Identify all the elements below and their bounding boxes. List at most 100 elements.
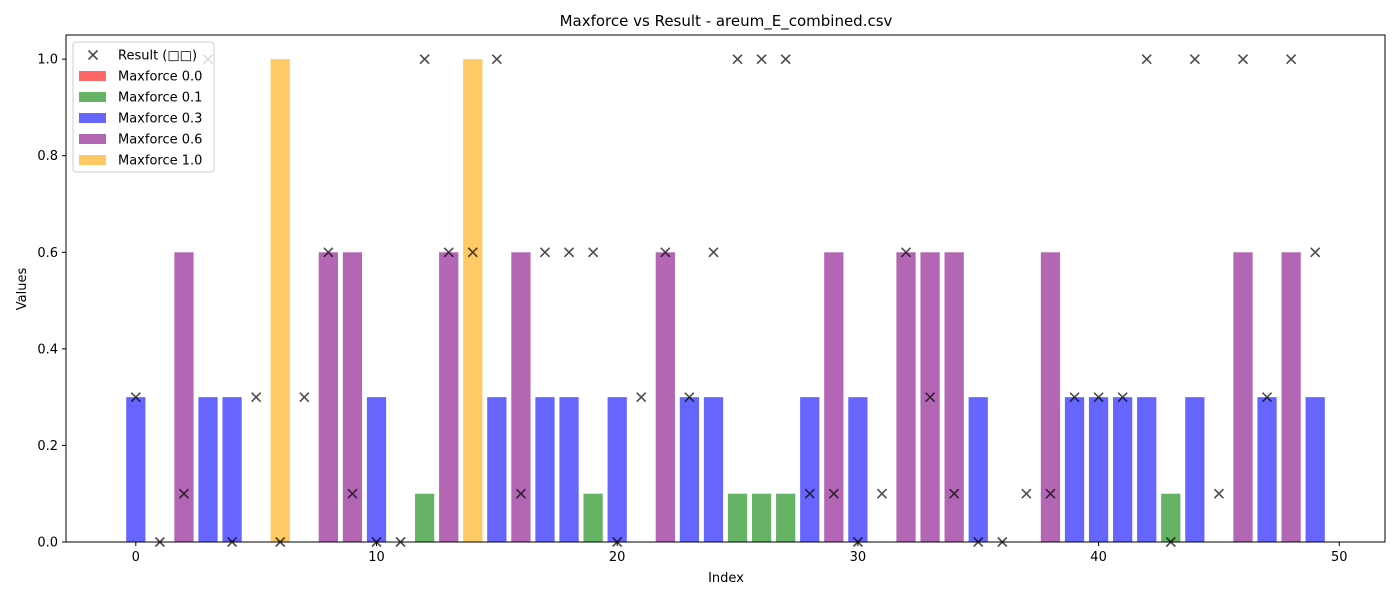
- result-marker-40: [1093, 392, 1104, 403]
- result-marker-27: [780, 54, 791, 65]
- result-marker-34: [949, 488, 960, 499]
- result-marker-22: [660, 247, 671, 258]
- result-marker-25: [732, 54, 743, 65]
- x-tick-label: 40: [1090, 550, 1107, 565]
- result-marker-8: [323, 247, 334, 258]
- bar-index-29: [824, 252, 844, 543]
- result-marker-0: [130, 392, 141, 403]
- bar-index-25: [727, 493, 748, 542]
- bar-index-17: [535, 397, 555, 542]
- bar-index-9: [342, 252, 363, 543]
- result-marker-18: [563, 247, 575, 258]
- result-marker-31: [876, 488, 888, 499]
- bar-index-6: [270, 59, 290, 543]
- bar-index-43: [1161, 493, 1181, 542]
- bar-index-48: [1281, 252, 1301, 543]
- result-marker-37: [1021, 488, 1032, 499]
- legend: Result (□□) Maxforce 0.0 Maxforce 0.1 Maxfo…: [72, 41, 215, 173]
- legend-box: [72, 41, 215, 173]
- bar-index-4: [222, 397, 242, 542]
- result-marker-21: [636, 392, 647, 403]
- result-marker-28: [804, 488, 815, 499]
- result-marker-9: [347, 488, 358, 499]
- bar-index-34: [944, 252, 964, 543]
- bar-index-42: [1137, 397, 1157, 542]
- result-marker-16: [515, 488, 526, 499]
- legend-label: Maxforce 0.0: [118, 70, 202, 85]
- result-marker-19: [588, 247, 599, 258]
- bar-index-26: [751, 493, 772, 542]
- result-marker-39: [1069, 392, 1080, 403]
- x-axis-label: Index: [708, 571, 744, 586]
- plot-frame: [65, 34, 1386, 543]
- bar-index-2: [174, 252, 194, 543]
- result-marker-47: [1261, 392, 1273, 403]
- bars-layer: [126, 59, 1325, 543]
- bar-index-22: [655, 252, 675, 543]
- result-marker-49: [1310, 247, 1321, 258]
- result-marker-46: [1237, 54, 1249, 65]
- result-marker-13: [443, 247, 454, 258]
- legend-label: Maxforce 0.1: [118, 91, 202, 106]
- result-marker-24: [708, 247, 719, 258]
- bar-index-8: [318, 252, 338, 543]
- y-tick-label: 0.8: [37, 149, 58, 164]
- result-marker-38: [1045, 488, 1056, 499]
- legend-label: Maxforce 0.6: [118, 133, 202, 148]
- bar-index-38: [1040, 252, 1061, 543]
- x-tick-label: 30: [850, 550, 867, 565]
- bar-index-12: [415, 493, 435, 542]
- bar-index-13: [439, 252, 459, 543]
- legend-label: Maxforce 1.0: [118, 154, 202, 169]
- result-marker-41: [1117, 392, 1128, 403]
- legend-swatch: [79, 155, 106, 165]
- bar-index-27: [776, 493, 796, 542]
- bar-index-24: [703, 397, 724, 542]
- y-axis-label: Values: [15, 268, 30, 311]
- result-marker-23: [684, 392, 695, 403]
- y-tick-label: 1.0: [37, 53, 58, 68]
- bar-index-44: [1185, 397, 1205, 542]
- bar-index-14: [463, 59, 483, 543]
- bar-index-46: [1233, 252, 1253, 543]
- legend-swatch: [79, 92, 106, 102]
- result-marker-7: [299, 392, 310, 403]
- result-marker-33: [925, 392, 936, 403]
- bar-index-20: [607, 397, 627, 542]
- result-marker-2: [178, 488, 190, 499]
- x-tick-label: 10: [368, 550, 385, 565]
- legend-result-marker: [87, 49, 99, 61]
- result-marker-45: [1213, 488, 1224, 499]
- x-tick-label: 20: [609, 550, 626, 565]
- bar-index-19: [583, 493, 603, 542]
- chart-title: Maxforce vs Result - areum_E_combined.cs…: [560, 12, 893, 31]
- result-marker-42: [1141, 54, 1152, 65]
- bar-index-30: [848, 397, 868, 542]
- result-marker-26: [756, 54, 767, 65]
- result-marker-12: [419, 54, 430, 65]
- x-tick-label: 50: [1331, 550, 1348, 565]
- bar-index-39: [1064, 397, 1085, 542]
- bar-index-15: [487, 397, 507, 542]
- bar-index-0: [126, 397, 146, 542]
- y-axis: 0.0 0.2 0.4 0.6 0.8 1.0: [37, 53, 66, 551]
- bar-index-40: [1088, 397, 1109, 542]
- bar-index-47: [1257, 397, 1277, 542]
- bar-index-18: [559, 397, 579, 542]
- bar-index-41: [1113, 397, 1133, 542]
- result-marker-48: [1286, 54, 1297, 65]
- legend-swatch: [79, 71, 106, 81]
- legend-swatch: [79, 134, 106, 144]
- legend-label: Maxforce 0.3: [118, 112, 202, 127]
- legend-swatch: [79, 113, 106, 123]
- y-tick-label: 0.0: [37, 536, 58, 551]
- bar-index-23: [679, 397, 700, 542]
- result-marker-17: [539, 247, 551, 258]
- bar-index-32: [896, 252, 916, 543]
- result-marker-32: [900, 247, 912, 258]
- result-marker-5: [251, 392, 262, 403]
- legend-label: Result (□□): [118, 49, 197, 64]
- result-marker-44: [1189, 54, 1200, 65]
- bar-index-49: [1305, 397, 1325, 542]
